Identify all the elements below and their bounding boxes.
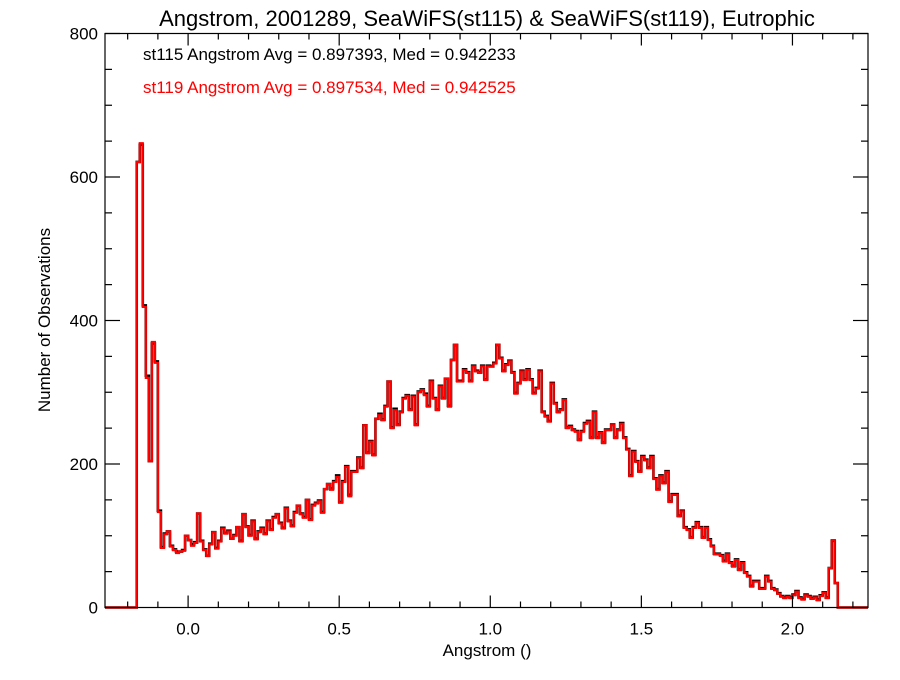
x-tick-label: 2.0: [781, 620, 805, 639]
axes: 0 200 400 600 800 0.0 0.5 1.0 1.5 2.0: [70, 25, 868, 639]
chart-title: Angstrom, 2001289, SeaWiFS(st115) & SeaW…: [159, 6, 815, 31]
x-tick-label: 1.5: [630, 620, 654, 639]
plot-frame: [104, 32, 869, 609]
y-tick-label: 400: [70, 312, 98, 331]
series-line-st119: [105, 142, 868, 609]
plot-series: [105, 142, 868, 609]
x-tick-label: 0.0: [176, 620, 200, 639]
y-tick-label: 600: [70, 168, 98, 187]
annotation-st119: st119 Angstrom Avg = 0.897534, Med = 0.9…: [143, 78, 516, 97]
y-tick-label: 200: [70, 455, 98, 474]
annotation-st115: st115 Angstrom Avg = 0.897393, Med = 0.9…: [143, 45, 516, 64]
y-tick-label: 800: [70, 25, 98, 44]
x-axis-label: Angstrom (): [443, 641, 532, 660]
x-tick-label: 0.5: [327, 620, 351, 639]
y-tick-label: 0: [89, 599, 98, 618]
x-tick-label: 1.0: [478, 620, 502, 639]
y-axis-label: Number of Observations: [35, 228, 54, 412]
